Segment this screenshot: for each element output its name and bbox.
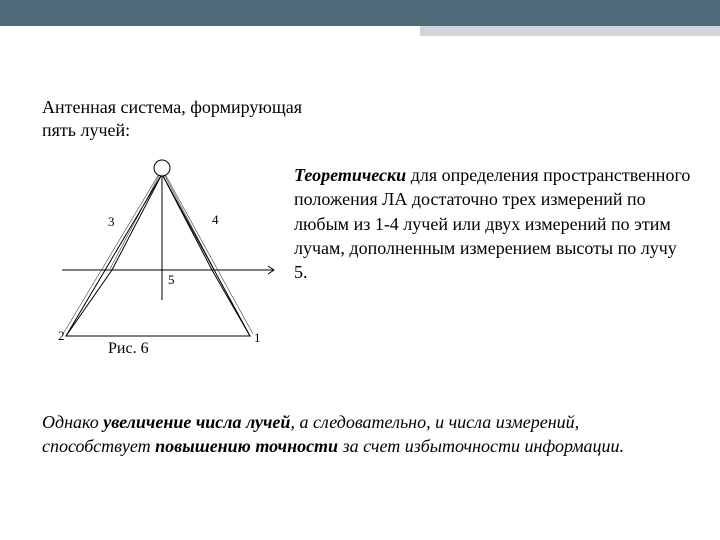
header-bar-primary	[0, 0, 720, 26]
paragraph-theoretical: Теоретически для определения пространств…	[294, 163, 694, 284]
emphasis-more-beams: увеличение числа лучей	[103, 412, 290, 432]
header-bar-secondary	[420, 26, 720, 36]
however-part3: за счет избыточности информации.	[338, 436, 624, 456]
beam-label-5: 5	[168, 272, 175, 288]
antenna-header-text: Антенная система, формирующая пять лучей…	[42, 96, 302, 143]
beam-label-4: 4	[212, 212, 219, 228]
however-part1: Однако	[42, 412, 103, 432]
beam-label-2: 2	[58, 328, 65, 344]
beam-label-3: 3	[108, 214, 115, 230]
emphasis-theoretically: Теоретически	[294, 165, 406, 185]
beam-label-1: 1	[254, 330, 261, 346]
paragraph-however: Однако увеличение числа лучей, а следова…	[42, 410, 682, 459]
emphasis-accuracy: повышению точности	[155, 436, 338, 456]
beam-diagram: 1 2 3 4 5	[42, 150, 282, 350]
figure-caption: Рис. 6	[108, 340, 149, 358]
